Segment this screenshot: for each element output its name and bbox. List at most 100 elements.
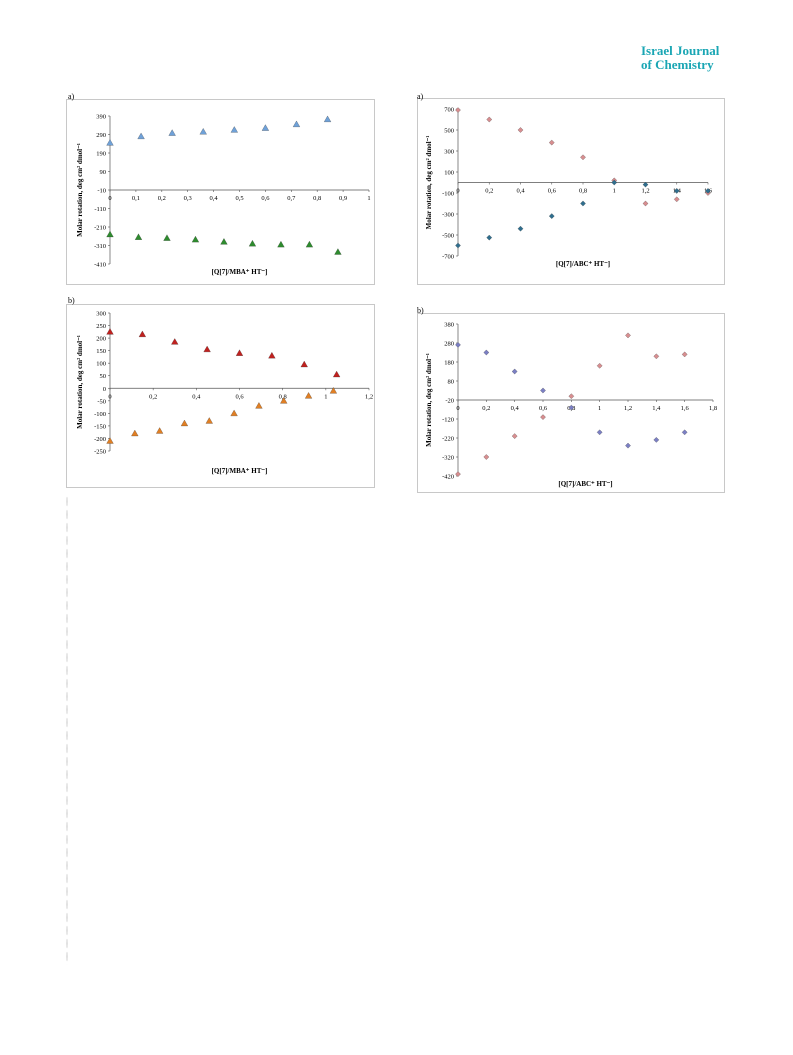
data-point-triangle	[220, 238, 228, 245]
x-tick-label: 1,2	[365, 393, 373, 400]
data-point-triangle	[261, 124, 270, 131]
y-tick-label: 180	[444, 360, 454, 367]
data-point-diamond	[596, 429, 603, 436]
x-tick-label: 1,2	[641, 188, 649, 195]
data-point-diamond	[625, 332, 631, 339]
y-tick-label: 380	[444, 322, 454, 329]
y-tick-label: -250	[94, 449, 106, 456]
data-point-triangle	[230, 409, 238, 417]
y-tick-label: -410	[94, 262, 106, 269]
x-axis-title: [Q[7]/MBA⁺ HT⁻]	[212, 268, 268, 276]
x-tick-label: 1	[367, 195, 370, 202]
data-point-triangle	[168, 129, 176, 136]
data-point-triangle	[106, 328, 114, 335]
chart-right-b: 380 280 180 80 -20 -120 -220 -320 -420 0 0,2 0,4 0,6…	[417, 313, 725, 493]
data-point-triangle	[277, 240, 285, 248]
data-point-triangle	[134, 233, 143, 240]
y-tick-label: 280	[444, 341, 454, 348]
data-point-diamond	[580, 154, 586, 161]
x-tick-label: 0	[108, 393, 111, 400]
x-tick-label: 0,6	[548, 188, 557, 195]
x-tick-label: 1,6	[681, 405, 690, 412]
data-point-diamond	[673, 196, 680, 203]
y-tick-label: 300	[96, 311, 106, 318]
y-tick-label: 190	[96, 151, 106, 158]
y-tick-label: 80	[448, 379, 455, 386]
x-tick-label: 0,3	[184, 195, 192, 202]
chart-left-a: 390 290 190 90 -10 -110 -210 -310 -410 0 0,1 0,2 0,3…	[66, 99, 375, 285]
x-axis-title: [Q[7]/ABC⁺ HT⁻]	[556, 260, 610, 268]
y-tick-label: -110	[94, 206, 106, 213]
panel-label-left-b: b)	[68, 296, 75, 305]
margin-line-dots	[66, 495, 68, 965]
data-point-triangle	[268, 352, 276, 359]
data-point-triangle	[304, 392, 313, 399]
data-point-diamond	[517, 127, 524, 133]
data-point-diamond	[642, 200, 649, 207]
data-point-triangle	[163, 234, 171, 241]
data-point-triangle	[199, 128, 207, 135]
y-tick-label: 300	[444, 149, 454, 156]
panel-label-right-a: a)	[417, 92, 424, 101]
x-tick-label: 1,4	[652, 405, 661, 412]
x-tick-label: 0,4	[210, 195, 219, 202]
data-point-diamond	[681, 351, 688, 358]
chart-right-a: 700 500 300 100 -100 -300 -500 -700 0 0,2 0,4 0,6 0,…	[417, 98, 725, 285]
data-point-triangle	[292, 120, 301, 127]
x-tick-label: 1	[613, 188, 616, 195]
x-tick-label: 0,2	[158, 195, 166, 202]
y-axis-title: Molar rotation, deg cm² dmol⁻¹	[76, 335, 84, 429]
y-tick-label: 50	[100, 373, 107, 380]
x-tick-label: 0,1	[132, 195, 140, 202]
data-point-triangle	[131, 429, 139, 437]
data-point-diamond	[455, 107, 461, 113]
x-tick-label: 0,5	[235, 195, 243, 202]
data-point-diamond	[455, 242, 461, 249]
data-point-triangle	[305, 240, 314, 248]
x-tick-label: 0,8	[579, 188, 587, 195]
data-point-triangle	[138, 330, 146, 338]
y-tick-label: 200	[96, 336, 106, 343]
data-point-triangle	[333, 370, 341, 378]
y-tick-label: 100	[96, 361, 106, 368]
x-tick-label: 1,8	[709, 405, 717, 412]
data-point-triangle	[300, 360, 308, 368]
y-tick-label: 90	[100, 169, 107, 176]
x-tick-label: 0	[108, 195, 111, 202]
y-tick-label: -220	[442, 436, 454, 443]
x-tick-label: 1,2	[624, 405, 632, 412]
data-point-diamond	[540, 414, 546, 420]
data-point-diamond	[483, 349, 490, 356]
y-tick-label: -700	[442, 254, 454, 261]
data-point-triangle	[203, 345, 211, 353]
x-tick-label: 0,4	[192, 393, 201, 400]
data-point-diamond	[455, 342, 461, 348]
data-point-diamond	[611, 179, 618, 186]
data-point-diamond	[486, 234, 493, 241]
data-point-diamond	[568, 393, 575, 400]
x-tick-label: 0,6	[235, 393, 244, 400]
y-tick-label: -420	[442, 474, 454, 481]
data-point-diamond	[483, 454, 490, 460]
y-tick-label: -320	[442, 455, 454, 462]
x-tick-label: 1	[324, 393, 327, 400]
x-tick-label: 0,2	[485, 188, 493, 195]
data-point-triangle	[137, 132, 145, 140]
data-point-diamond	[517, 225, 524, 232]
x-tick-label: 0	[456, 405, 459, 412]
x-tick-label: 0,2	[149, 393, 157, 400]
data-point-diamond	[511, 368, 518, 375]
y-tick-label: -50	[97, 398, 106, 405]
y-tick-label: -310	[94, 243, 106, 250]
data-point-triangle	[230, 126, 238, 133]
data-point-triangle	[106, 437, 114, 444]
y-tick-label: -20	[445, 398, 454, 405]
data-point-triangle	[171, 338, 179, 345]
data-point-triangle	[180, 419, 189, 427]
data-point-diamond	[455, 471, 461, 477]
data-point-diamond	[625, 442, 631, 449]
journal-title-line2: of Chemistry	[641, 57, 714, 72]
y-tick-label: -100	[94, 411, 106, 418]
y-axis-title: Molar rotation, deg cm² dmol⁻¹	[425, 353, 433, 447]
